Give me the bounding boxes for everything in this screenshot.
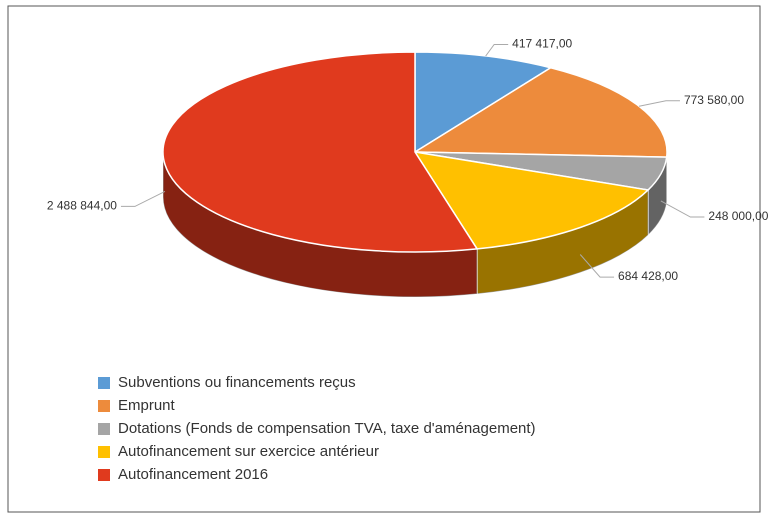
leader-line <box>485 43 509 57</box>
slice-side-shade <box>163 152 478 297</box>
legend-label: Emprunt <box>118 397 176 414</box>
legend-swatch <box>98 469 110 481</box>
legend-swatch <box>98 423 110 435</box>
slice <box>162 51 479 253</box>
slice <box>412 66 668 158</box>
leader-line <box>120 190 166 207</box>
legend-swatch <box>98 377 110 389</box>
leader-line <box>638 100 680 107</box>
leader-line <box>660 200 705 218</box>
slice-side-shade <box>477 189 649 294</box>
leader-line <box>579 254 615 278</box>
value-label: 773 580,00 <box>684 93 744 107</box>
legend-swatch <box>98 446 110 458</box>
legend-label: Autofinancement 2016 <box>118 466 268 483</box>
value-label: 248 000,00 <box>708 209 768 223</box>
legend-label: Subventions ou financements reçus <box>118 374 356 391</box>
value-label: 2 488 844,00 <box>47 199 117 213</box>
legend-swatch <box>98 400 110 412</box>
slice <box>413 150 650 250</box>
slice <box>414 51 553 154</box>
value-label: 684 428,00 <box>618 269 678 283</box>
legend-label: Dotations (Fonds de compensation TVA, ta… <box>118 420 536 437</box>
value-label: 417 417,00 <box>512 37 572 51</box>
legend-label: Autofinancement sur exercice antérieur <box>118 443 379 460</box>
slice-side-shade <box>648 157 667 235</box>
